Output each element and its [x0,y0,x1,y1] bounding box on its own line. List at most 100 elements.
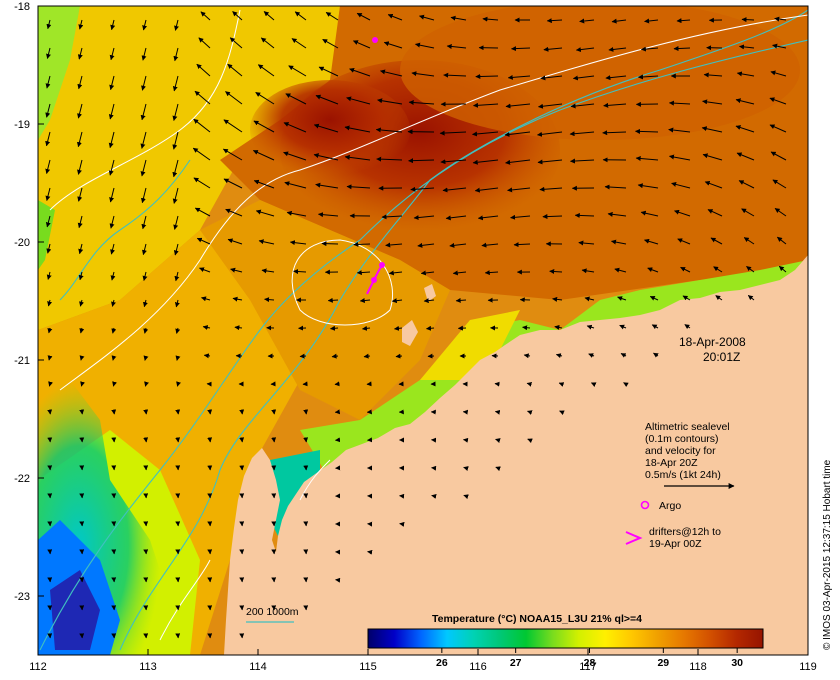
velocity-arrow [140,103,147,121]
velocity-arrow [543,46,563,52]
velocity-arrow [252,150,275,161]
velocity-arrow [225,91,243,105]
velocity-arrow [356,270,371,276]
velocity-arrow [394,325,403,331]
velocity-arrow [707,209,723,217]
velocity-arrow [77,159,83,175]
velocity-arrow [45,103,51,118]
velocity-arrow [261,268,275,274]
velocity-arrow [253,120,275,133]
velocity-arrow [284,181,307,189]
velocity-arrow [47,355,53,361]
velocity-arrow [140,159,147,177]
lat-tick-label: -23 [14,591,30,603]
colorbar: Temperature (°C) NOAA15_L3U 21% ql>=4 26… [367,613,764,669]
velocity-arrow [283,122,307,133]
velocity-arrow [644,238,659,245]
velocity-arrow [108,103,115,120]
velocity-arrow [741,208,755,217]
velocity-arrow [710,237,723,245]
velocity-arrow [669,154,691,161]
credit-text: © IMOS 03-Apr-2015 12:37:15 Hobart time [822,459,833,650]
velocity-arrow [46,271,52,280]
velocity-arrow [172,75,179,92]
velocity-arrow [253,179,275,189]
velocity-arrow [445,215,467,221]
velocity-arrow [202,325,211,330]
velocity-arrow [647,267,659,273]
velocity-arrow [77,75,83,90]
velocity-arrow [743,237,755,245]
velocity-arrow [77,187,83,202]
colorbar-tick-label: 26 [436,657,448,669]
velocity-arrow [194,90,211,105]
argo-label: Argo [659,500,681,512]
velocity-arrow [738,180,755,189]
velocity-arrow [322,38,339,49]
velocity-arrow [144,381,149,387]
velocity-arrow [109,75,115,91]
velocity-arrow [174,299,180,308]
velocity-arrow [352,40,371,49]
velocity-arrow [391,298,403,304]
legend-line-4: 18-Apr 20Z [645,457,698,469]
lat-tick-label: -22 [14,473,30,485]
lat-tick-label: -21 [14,355,30,367]
velocity-arrow [715,295,723,301]
velocity-arrow [602,130,627,136]
lon-tick-label: 116 [469,661,487,673]
velocity-arrow [78,271,84,281]
velocity-arrow [172,159,179,178]
velocity-arrow [619,324,627,330]
velocity-arrow [255,91,275,105]
velocity-arrow [644,18,659,24]
velocity-arrow [80,381,85,387]
velocity-arrow [315,94,339,105]
island [402,320,418,346]
argo-circle-icon [640,500,650,510]
velocity-arrow [463,466,469,471]
velocity-arrow [449,242,467,248]
velocity-arrow [495,466,501,472]
velocity-arrow [640,210,659,217]
velocity-arrow [777,236,787,245]
velocity-arrow [410,186,435,192]
velocity-arrow [257,64,275,77]
velocity-arrow [668,100,691,106]
velocity-arrow [363,353,371,359]
velocity-arrow [578,240,595,246]
velocity-arrow [346,184,371,190]
velocity-arrow [523,353,531,359]
velocity-arrow [617,296,627,301]
longitude-axis: 112 113 114 115 116 117 118 119 [29,649,817,673]
velocity-arrows [45,11,787,639]
velocity-arrow [108,131,115,149]
velocity-legend: Altimetric sealevel (0.1m contours) and … [625,421,735,550]
velocity-arrow [526,381,533,387]
colorbar-tick-label: 28 [584,657,596,669]
velocity-arrow [408,100,435,106]
velocity-arrow [111,299,116,307]
velocity-arrow [549,268,563,274]
velocity-arrow [321,241,339,247]
velocity-arrow [141,215,147,230]
velocity-arrow [417,242,435,248]
velocity-arrow [193,177,211,189]
lat-tick-label: -20 [14,237,30,249]
velocity-arrow [264,297,275,303]
velocity-arrow [741,17,755,23]
velocity-arrow [173,47,179,62]
velocity-arrow [229,37,243,49]
velocity-arrow [110,243,115,255]
velocity-arrow [173,215,179,230]
velocity-arrow [377,98,403,105]
drifters-label-1: drifters@12h to [649,526,721,538]
velocity-arrow [513,242,531,248]
velocity-arrow [79,327,85,334]
velocity-arrow [175,327,181,334]
velocity-arrow [222,148,243,161]
velocity-arrow [778,265,787,273]
velocity-arrow [143,355,149,361]
velocity-arrow [291,38,307,49]
